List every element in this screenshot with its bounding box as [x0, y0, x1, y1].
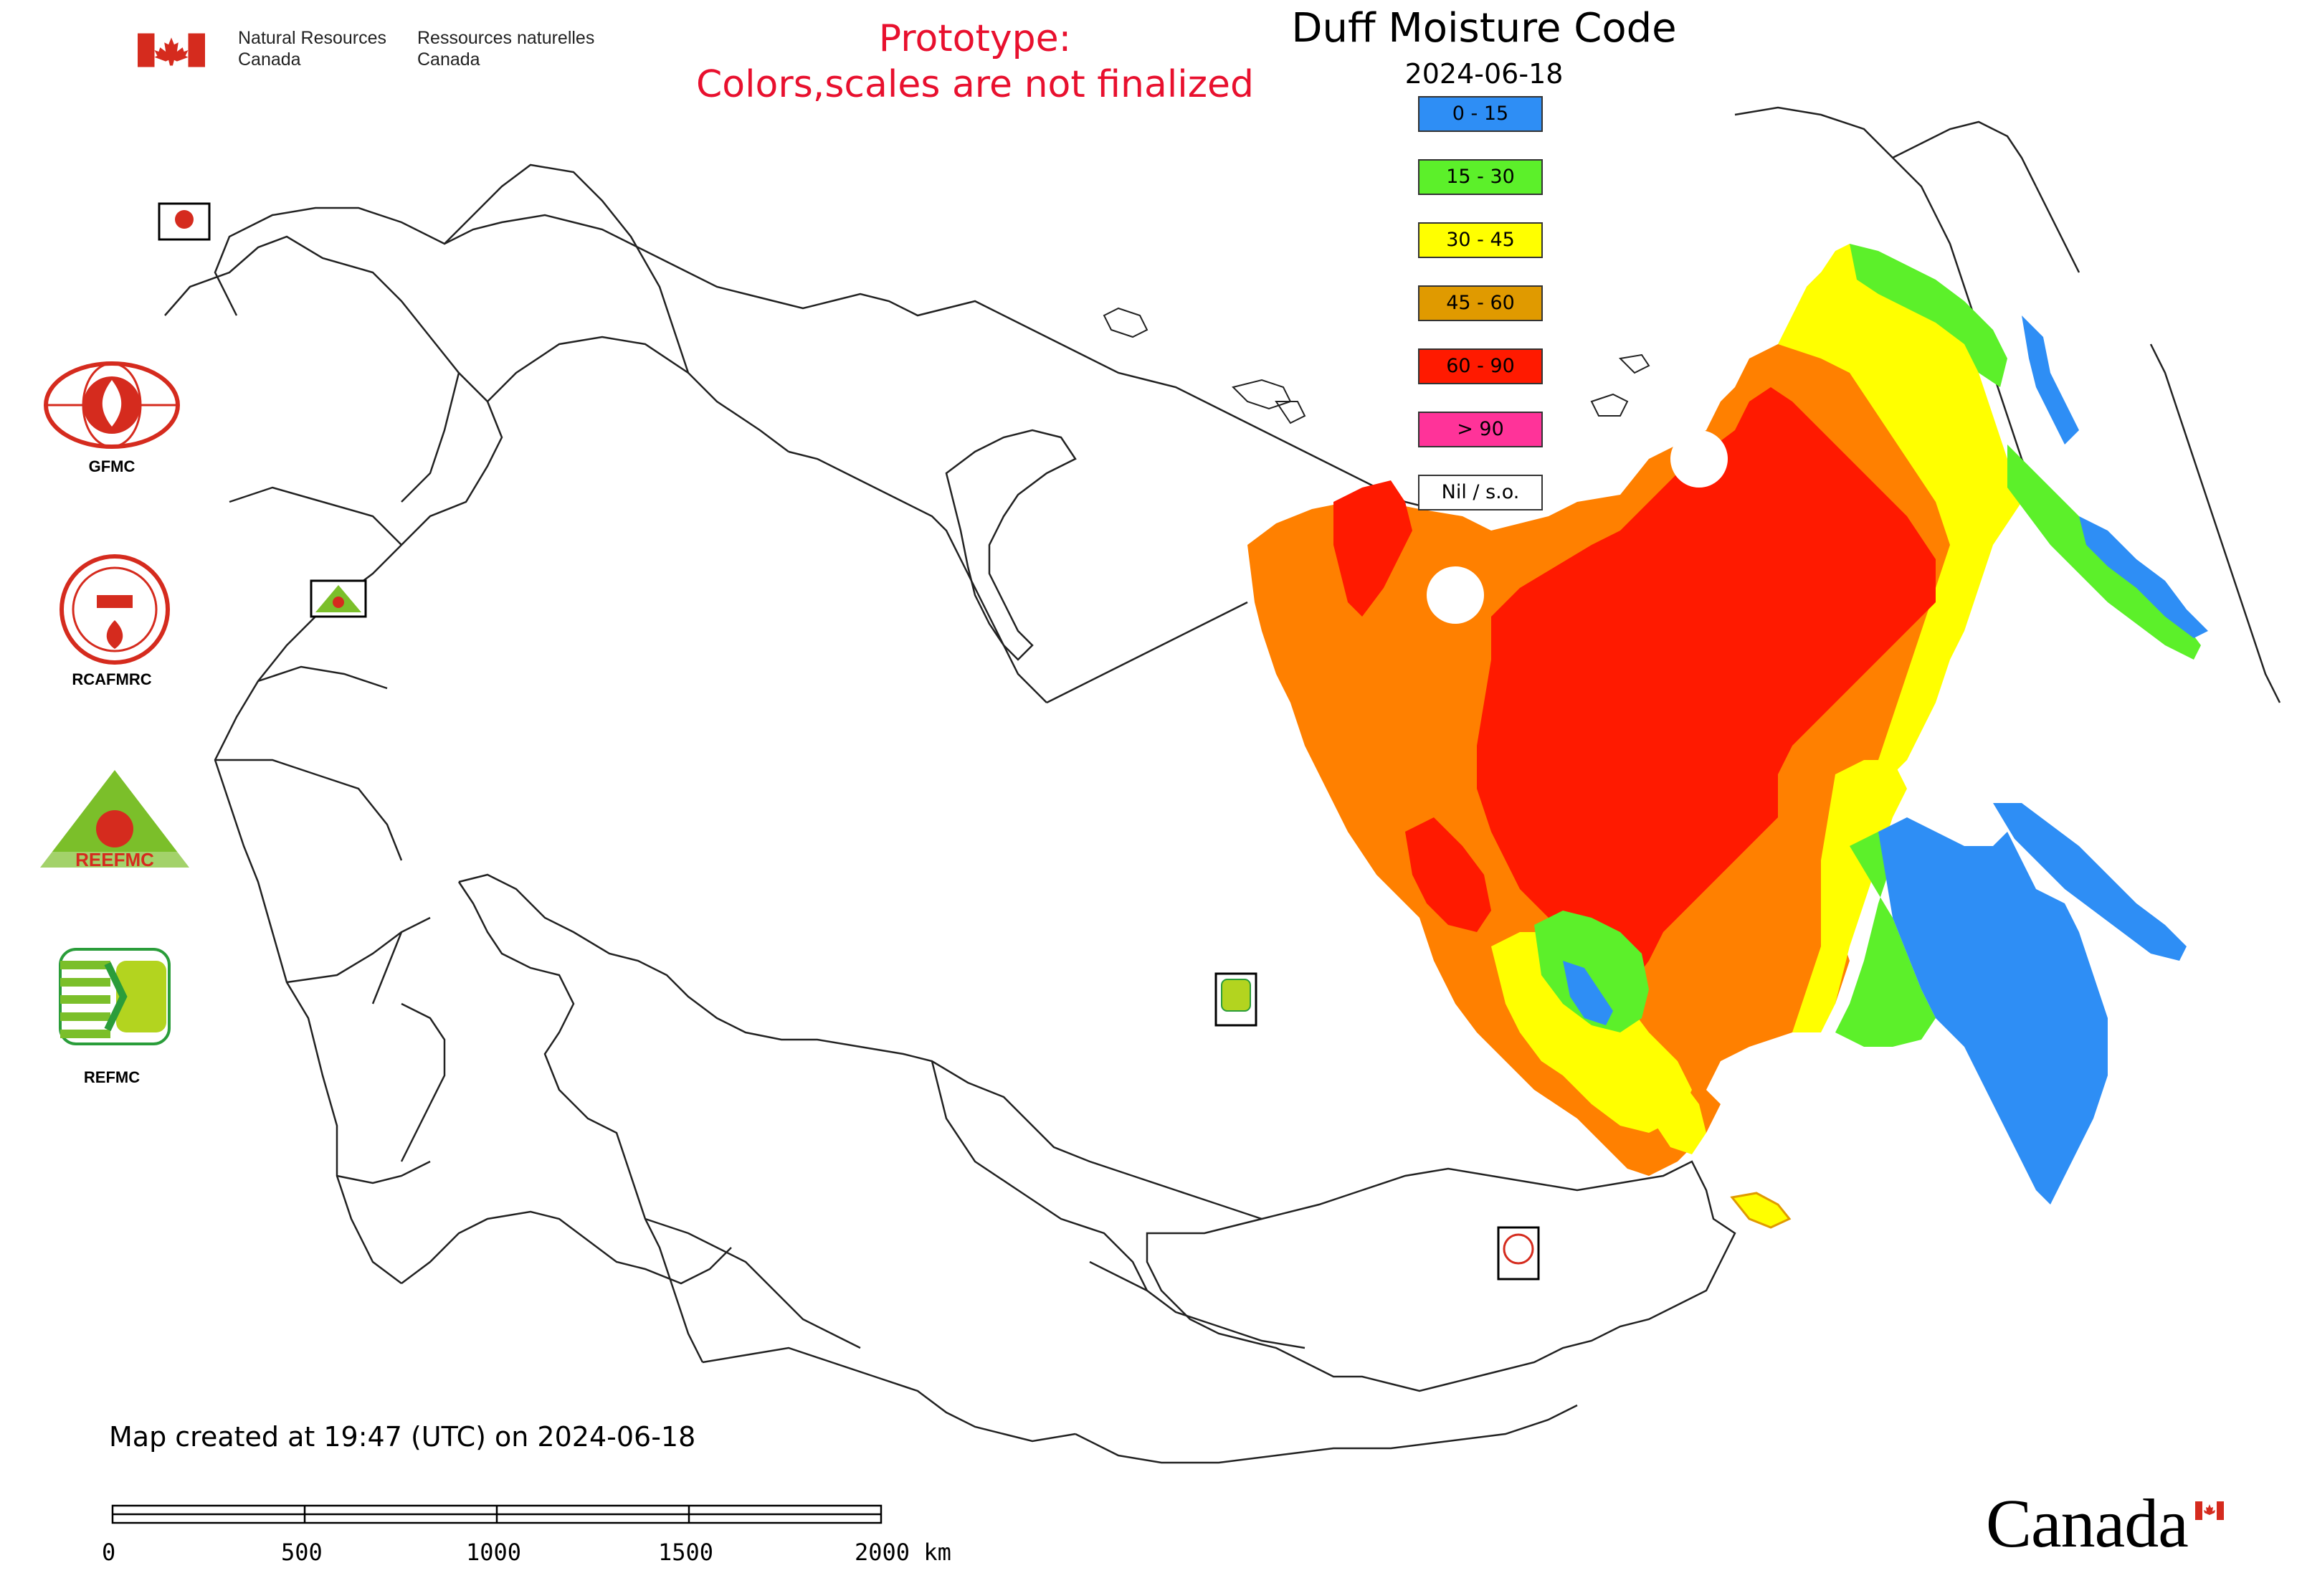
legend-item-0-15: 0 - 15	[1418, 96, 1543, 132]
dmc-raster	[1247, 244, 2208, 1229]
legend-label: 60 - 90	[1446, 355, 1515, 377]
scale-bar	[111, 1504, 883, 1524]
arctic-islands	[1103, 307, 1650, 424]
dmc-region-green-east	[1835, 832, 1936, 1047]
dmc-region-blue-baikal	[1563, 961, 1613, 1025]
legend-item-45-60: 45 - 60	[1418, 285, 1543, 321]
legend-item-15-30: 15 - 30	[1418, 159, 1543, 195]
svg-text:REEFMC: REEFMC	[75, 849, 154, 870]
scale-tick-1000: 1000	[466, 1539, 522, 1566]
dmc-region-blue-okhotsk	[1993, 803, 2187, 961]
dmc-region-yellow-north	[1778, 244, 2022, 774]
reefmc-badge-icon	[310, 579, 367, 618]
dmc-region-red-core	[1477, 387, 1936, 989]
scale-tick-2000: 2000 km	[855, 1539, 951, 1566]
dmc-region-red-yamal	[1333, 480, 1412, 617]
dmc-region-green-north	[1850, 244, 2007, 387]
gov-en-line2: Canada	[238, 49, 301, 70]
gfmc-badge-icon	[158, 202, 211, 241]
refmc-badge-icon	[1214, 972, 1257, 1027]
dmc-region-blue-kamchatka-south	[2079, 516, 2208, 638]
scale-tick-1500: 1500	[658, 1539, 714, 1566]
gfmc-label: GFMC	[88, 457, 135, 475]
gfmc-globe-flame-icon	[44, 361, 180, 449]
prototype-line1: Prototype:	[878, 17, 1072, 60]
legend-label: Nil / s.o.	[1441, 481, 1520, 503]
canada-wordmark-flag-icon	[2195, 1501, 2224, 1520]
gov-en-line1: Natural Resources	[238, 28, 387, 48]
dmc-nil-area	[1427, 566, 1484, 624]
dmc-region-blue-kamchatka	[2022, 315, 2079, 445]
dmc-nil-area	[1670, 430, 1728, 488]
rcafmrc-label: RCAFMRC	[72, 670, 152, 688]
gov-name-fr: Ressources naturelles Canada	[417, 27, 594, 70]
map-title: Duff Moisture Code	[1291, 5, 1677, 52]
country-boundaries	[164, 106, 2281, 1464]
rcafmrc-seal-icon	[60, 554, 170, 665]
legend-item-30-45: 30 - 45	[1418, 222, 1543, 258]
legend-item-60-90: 60 - 90	[1418, 348, 1543, 384]
prototype-warning: Prototype: Colors,scales are not finaliz…	[674, 16, 1276, 108]
legend-label: 15 - 30	[1446, 166, 1515, 188]
rcafmrc-badge-icon	[1497, 1226, 1540, 1281]
legend-label: 30 - 45	[1446, 229, 1515, 251]
gov-fr-line1: Ressources naturelles	[417, 28, 595, 48]
canada-wordmark: Canada	[1986, 1485, 2189, 1562]
dmc-region-yellow-patch	[1730, 1192, 1792, 1229]
legend-label: > 90	[1457, 418, 1504, 440]
scale-tick-0: 0	[102, 1539, 116, 1566]
prototype-line2: Colors,scales are not finalized	[695, 63, 1255, 106]
map-created-text: Map created at 19:47 (UTC) on 2024-06-18	[109, 1421, 696, 1453]
gov-fr-line2: Canada	[417, 49, 480, 70]
legend-label: 45 - 60	[1446, 292, 1515, 314]
canada-flag-icon	[138, 33, 205, 67]
dmc-region-yellow-east	[1792, 760, 1907, 1032]
dmc-region-green-baikal	[1534, 911, 1649, 1032]
legend-item-over-90: > 90	[1418, 412, 1543, 447]
scale-tick-500: 500	[281, 1539, 323, 1566]
dmc-region-yellow-southtip	[1649, 1075, 1706, 1154]
gov-name-en: Natural Resources Canada	[238, 27, 386, 70]
dmc-region-yellow-south	[1491, 932, 1692, 1133]
refmc-label: REFMC	[83, 1068, 141, 1086]
legend-label: 0 - 15	[1452, 103, 1509, 125]
legend-item-nil: Nil / s.o.	[1418, 475, 1543, 510]
reefmc-triangle-icon: REEFMC	[40, 770, 189, 870]
map-date: 2024-06-18	[1404, 58, 1564, 90]
dmc-region-red-southwest	[1405, 817, 1491, 932]
refmc-sigma-icon	[59, 948, 171, 1045]
dmc-region-blue-amur	[1878, 817, 2108, 1205]
